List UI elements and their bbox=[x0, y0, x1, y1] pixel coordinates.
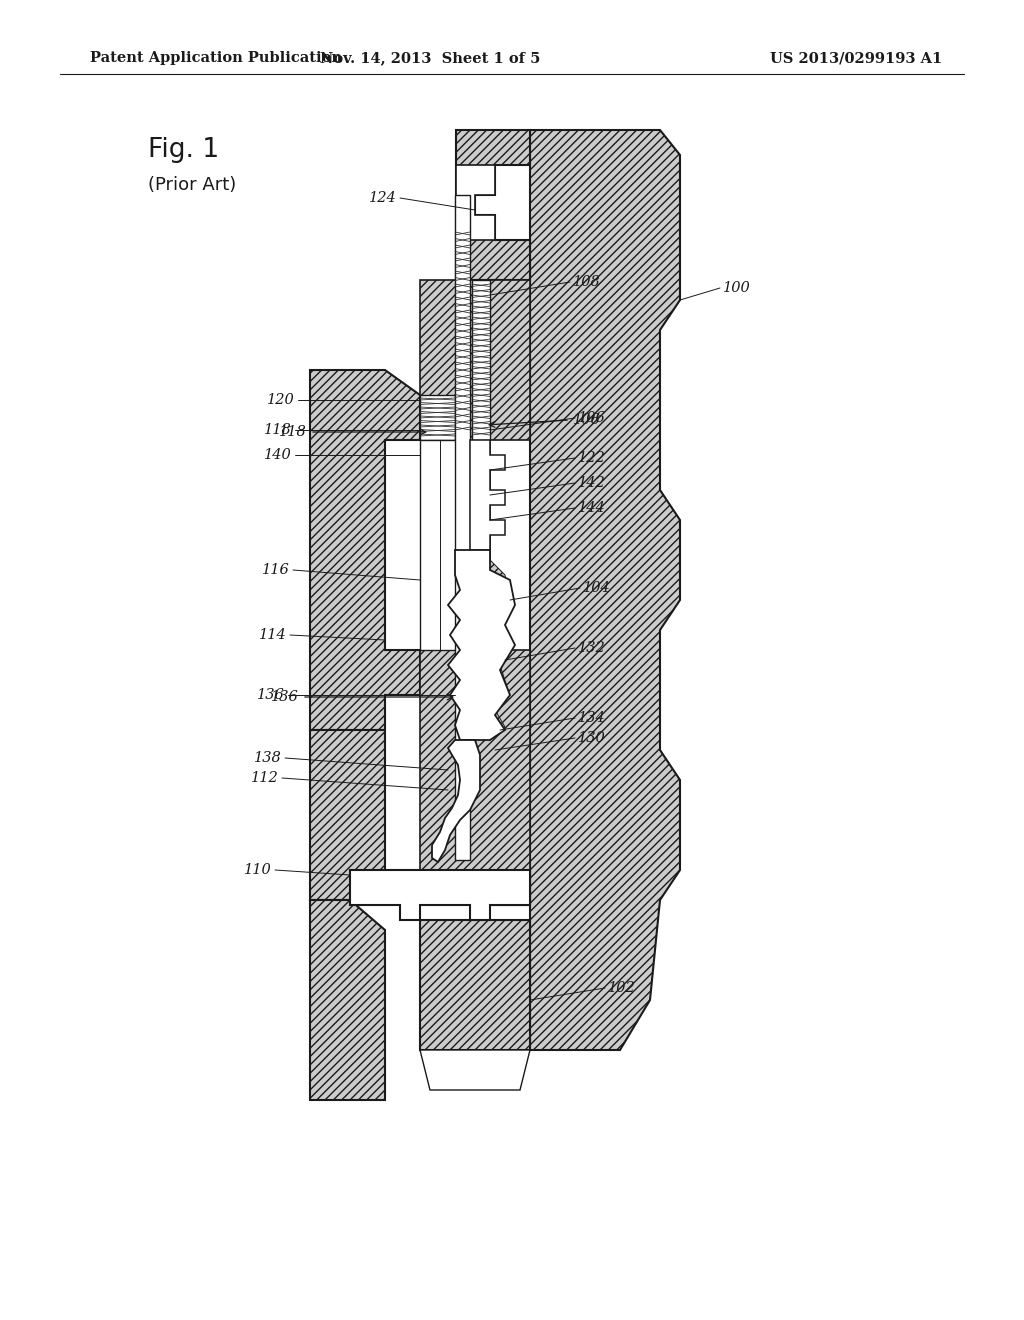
Polygon shape bbox=[310, 370, 420, 730]
Text: 130: 130 bbox=[578, 731, 606, 744]
Text: 136: 136 bbox=[271, 690, 299, 704]
Text: 132: 132 bbox=[578, 642, 606, 655]
Text: 118: 118 bbox=[280, 425, 307, 440]
Text: 134: 134 bbox=[578, 711, 606, 725]
Text: 136: 136 bbox=[257, 688, 285, 702]
Text: 100: 100 bbox=[723, 281, 751, 294]
Text: Fig. 1: Fig. 1 bbox=[148, 137, 219, 162]
Polygon shape bbox=[472, 280, 490, 440]
Polygon shape bbox=[310, 900, 385, 1100]
Text: 112: 112 bbox=[251, 771, 279, 785]
Text: Nov. 14, 2013  Sheet 1 of 5: Nov. 14, 2013 Sheet 1 of 5 bbox=[319, 51, 541, 65]
Polygon shape bbox=[420, 1049, 530, 1090]
Text: 114: 114 bbox=[259, 628, 287, 642]
Polygon shape bbox=[470, 870, 530, 906]
Text: 116: 116 bbox=[262, 564, 290, 577]
Polygon shape bbox=[420, 440, 460, 649]
Polygon shape bbox=[453, 560, 510, 735]
Polygon shape bbox=[432, 741, 480, 862]
Text: 110: 110 bbox=[245, 863, 272, 876]
Text: (Prior Art): (Prior Art) bbox=[148, 176, 237, 194]
Polygon shape bbox=[449, 550, 515, 741]
Polygon shape bbox=[420, 395, 455, 440]
Polygon shape bbox=[420, 280, 530, 870]
Text: US 2013/0299193 A1: US 2013/0299193 A1 bbox=[770, 51, 942, 65]
Text: 118: 118 bbox=[264, 422, 292, 437]
Text: 140: 140 bbox=[264, 447, 292, 462]
Polygon shape bbox=[456, 129, 530, 280]
Text: 120: 120 bbox=[267, 393, 295, 407]
Text: 138: 138 bbox=[254, 751, 282, 766]
Text: 142: 142 bbox=[578, 477, 606, 490]
Text: Patent Application Publication: Patent Application Publication bbox=[90, 51, 342, 65]
Polygon shape bbox=[350, 870, 530, 920]
Text: 124: 124 bbox=[370, 191, 397, 205]
Polygon shape bbox=[420, 920, 530, 1049]
Text: 122: 122 bbox=[578, 451, 606, 465]
Polygon shape bbox=[456, 165, 495, 240]
Text: 106: 106 bbox=[573, 413, 601, 426]
Polygon shape bbox=[470, 440, 505, 550]
Polygon shape bbox=[310, 730, 385, 900]
Text: 102: 102 bbox=[608, 981, 636, 995]
Text: 104: 104 bbox=[583, 581, 610, 595]
Text: 108: 108 bbox=[573, 275, 601, 289]
Polygon shape bbox=[530, 129, 680, 1049]
Polygon shape bbox=[455, 195, 470, 861]
Text: 144: 144 bbox=[578, 502, 606, 515]
Text: 106: 106 bbox=[578, 411, 606, 425]
